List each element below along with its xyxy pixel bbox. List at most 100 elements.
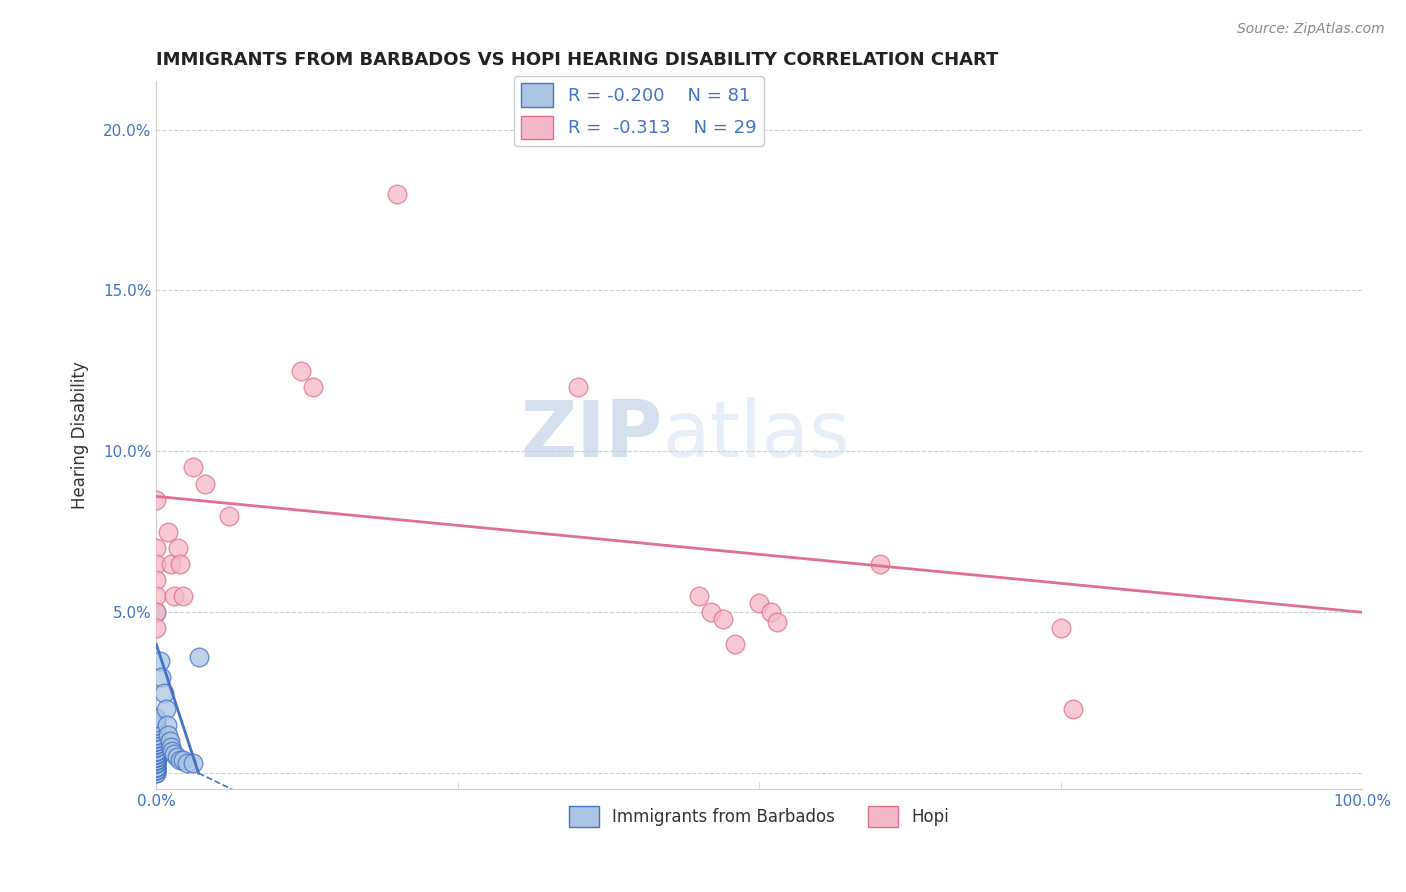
Point [145, 753, 167, 767]
Text: ZIP: ZIP [520, 397, 662, 474]
Point [157, 727, 180, 741]
Point [145, 711, 167, 725]
Point [145, 734, 167, 748]
Point [145, 714, 167, 729]
Point [724, 637, 747, 651]
Point [145, 750, 167, 764]
Point [159, 734, 181, 748]
Point [145, 760, 167, 774]
Point [145, 724, 167, 739]
Point [145, 727, 167, 741]
Point [145, 573, 167, 587]
Point [145, 750, 167, 764]
Y-axis label: Hearing Disability: Hearing Disability [72, 361, 89, 509]
Point [145, 756, 167, 771]
Point [145, 750, 167, 764]
Point [761, 605, 783, 619]
Point [145, 740, 167, 755]
Point [145, 753, 167, 767]
Point [145, 763, 167, 777]
Point [145, 750, 167, 764]
Point [150, 670, 173, 684]
Point [145, 740, 167, 755]
Point [145, 750, 167, 764]
Point [145, 731, 167, 745]
Point [145, 747, 167, 761]
Point [766, 615, 789, 629]
Point [145, 756, 167, 771]
Point [145, 756, 167, 771]
Point [145, 737, 167, 751]
Text: Source: ZipAtlas.com: Source: ZipAtlas.com [1237, 22, 1385, 37]
Point [145, 750, 167, 764]
Point [145, 766, 167, 780]
Legend: Immigrants from Barbados, Hopi: Immigrants from Barbados, Hopi [562, 799, 956, 834]
Point [145, 721, 167, 735]
Point [145, 750, 167, 764]
Point [169, 753, 191, 767]
Point [302, 380, 325, 394]
Point [145, 718, 167, 732]
Point [145, 753, 167, 767]
Point [145, 734, 167, 748]
Point [160, 740, 183, 755]
Point [145, 747, 167, 761]
Point [145, 740, 167, 755]
Point [145, 756, 167, 771]
Point [145, 724, 167, 739]
Point [145, 753, 167, 767]
Point [145, 743, 167, 757]
Point [145, 760, 167, 774]
Point [145, 734, 167, 748]
Point [145, 747, 167, 761]
Point [145, 621, 167, 635]
Point [169, 557, 191, 571]
Point [187, 650, 209, 665]
Point [145, 737, 167, 751]
Point [145, 727, 167, 741]
Point [149, 653, 172, 667]
Point [145, 541, 167, 555]
Point [145, 718, 167, 732]
Point [160, 557, 183, 571]
Point [176, 756, 198, 771]
Point [145, 747, 167, 761]
Point [688, 589, 710, 603]
Point [145, 743, 167, 757]
Point [700, 605, 723, 619]
Point [145, 743, 167, 757]
Point [145, 756, 167, 771]
Point [567, 380, 589, 394]
Point [869, 557, 891, 571]
Point [156, 718, 179, 732]
Point [145, 753, 167, 767]
Point [145, 740, 167, 755]
Point [145, 763, 167, 777]
Point [290, 364, 312, 378]
Point [145, 731, 167, 745]
Point [145, 760, 167, 774]
Point [145, 492, 167, 507]
Point [145, 737, 167, 751]
Point [145, 605, 167, 619]
Point [157, 524, 180, 539]
Point [1062, 702, 1084, 716]
Point [172, 753, 194, 767]
Point [152, 686, 174, 700]
Point [145, 737, 167, 751]
Point [711, 612, 734, 626]
Point [167, 541, 190, 555]
Point [218, 508, 240, 523]
Point [748, 596, 770, 610]
Point [145, 589, 167, 603]
Point [1049, 621, 1071, 635]
Point [145, 734, 167, 748]
Point [145, 743, 167, 757]
Point [145, 747, 167, 761]
Point [155, 702, 177, 716]
Point [160, 743, 183, 757]
Point [387, 186, 409, 201]
Text: atlas: atlas [662, 397, 851, 474]
Point [163, 589, 186, 603]
Point [145, 731, 167, 745]
